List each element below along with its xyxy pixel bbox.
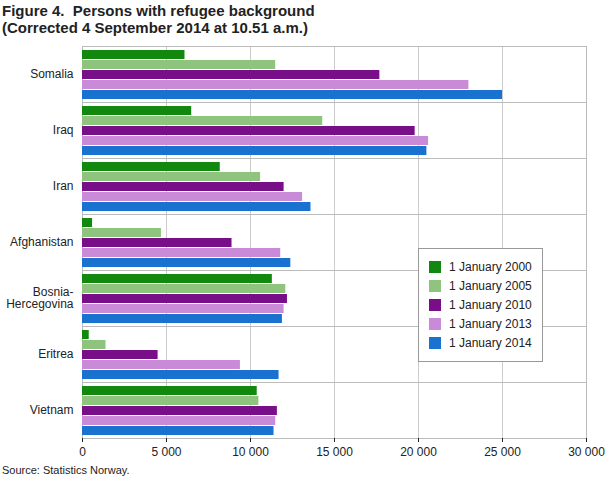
svg-text:5 000: 5 000 xyxy=(151,445,181,459)
html-text:Figure 4. Persons with refugee: Figure 4. Persons with refugee backgroun… xyxy=(2,2,315,19)
html-text:1 January 2013: 1 January 2013 xyxy=(449,317,532,331)
svg-text:15 000: 15 000 xyxy=(316,445,353,459)
svg-text:Vietnam: Vietnam xyxy=(30,403,74,417)
svg-text:20 000: 20 000 xyxy=(400,445,437,459)
html-text:(Corrected 4 September 2014 at: (Corrected 4 September 2014 at 10.51 a.m… xyxy=(2,19,308,36)
html-text:1 January 2010: 1 January 2010 xyxy=(449,298,532,312)
svg-text:0: 0 xyxy=(79,445,86,459)
html-text:1 January 2005: 1 January 2005 xyxy=(449,279,532,293)
svg-text:Afghanistan: Afghanistan xyxy=(10,235,73,249)
html-text:1 January 2014: 1 January 2014 xyxy=(449,336,532,350)
html-text:Source: Statistics Norway.: Source: Statistics Norway. xyxy=(2,464,130,476)
svg-text:Somalia: Somalia xyxy=(30,67,74,81)
svg-text:Iran: Iran xyxy=(53,179,74,193)
svg-text:Bosnia-Hercegovina: Bosnia-Hercegovina xyxy=(6,285,74,311)
html-text:1 January 2000: 1 January 2000 xyxy=(449,260,532,274)
svg-text:Iraq: Iraq xyxy=(53,123,74,137)
svg-text:Eritrea: Eritrea xyxy=(38,347,74,361)
svg-text:10 000: 10 000 xyxy=(232,445,269,459)
svg-text:25 000: 25 000 xyxy=(484,445,521,459)
svg-text:30 000: 30 000 xyxy=(568,445,605,459)
